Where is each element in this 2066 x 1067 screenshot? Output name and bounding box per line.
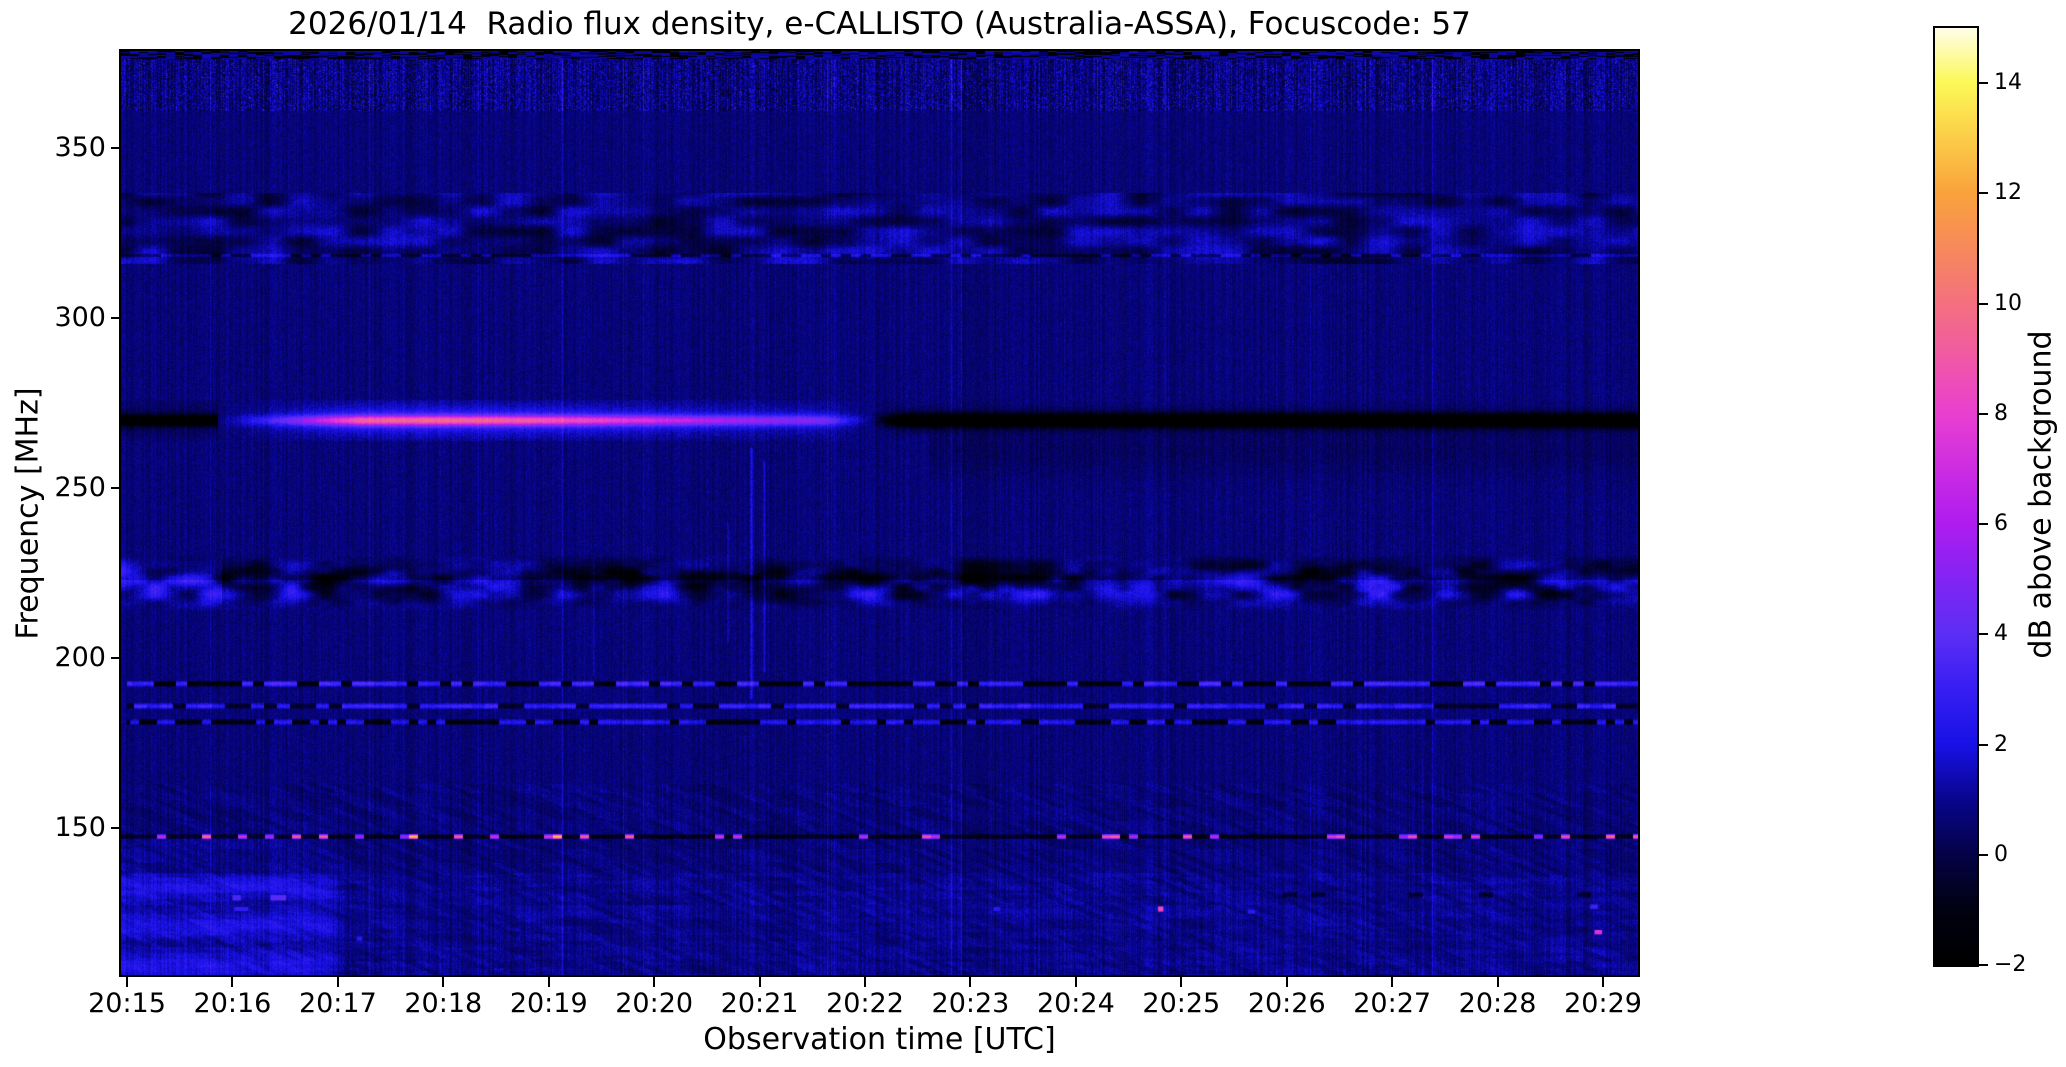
y-tick-mark <box>111 316 121 319</box>
colorbar-tick-mark <box>1979 633 1988 636</box>
y-axis-label-wrap: Frequency [MHz] <box>6 51 50 975</box>
plot-frame <box>119 49 1640 977</box>
y-axis-label: Frequency [MHz] <box>10 386 46 640</box>
colorbar-tick-label: 8 <box>1994 400 2008 426</box>
y-tick-mark <box>111 657 121 660</box>
colorbar-tick-mark <box>1979 964 1988 966</box>
x-tick-label: 20:18 <box>404 988 483 1019</box>
x-tick-label: 20:22 <box>826 988 904 1019</box>
x-tick-label: 20:24 <box>1036 988 1115 1019</box>
colorbar-tick-label: 4 <box>1994 621 2008 647</box>
colorbar-gradient <box>1935 28 1977 965</box>
colorbar-tick-mark <box>1979 192 1988 195</box>
x-tick-label: 20:15 <box>88 988 166 1019</box>
x-tick-mark <box>864 977 866 987</box>
x-tick-mark <box>126 977 128 987</box>
x-tick-mark <box>969 977 972 987</box>
x-tick-label: 20:19 <box>509 988 588 1019</box>
colorbar-frame <box>1933 26 1979 967</box>
colorbar-tick-label: −2 <box>1994 952 2027 977</box>
x-axis-label: Observation time [UTC] <box>703 1022 1056 1057</box>
colorbar-tick-label: 12 <box>1994 180 2022 206</box>
x-tick-label: 20:23 <box>931 988 1010 1019</box>
plot-title: 2026/01/14 Radio flux density, e-CALLIST… <box>288 6 1471 42</box>
x-tick-label: 20:21 <box>720 988 799 1019</box>
x-tick-label: 20:17 <box>298 988 377 1019</box>
x-tick-mark <box>336 977 339 987</box>
y-tick-label: 300 <box>54 301 106 333</box>
x-tick-mark <box>653 977 656 987</box>
x-tick-label: 20:16 <box>193 988 272 1019</box>
cb-label-wrap: dB above background <box>2018 26 2064 963</box>
x-tick-mark <box>547 977 550 987</box>
x-tick-mark <box>1074 977 1077 987</box>
x-tick-label: 20:20 <box>615 988 694 1019</box>
y-tick-label: 200 <box>54 642 106 674</box>
y-tick-mark <box>111 487 121 489</box>
x-tick-label: 20:28 <box>1458 988 1537 1019</box>
y-tick-mark <box>111 827 121 830</box>
colorbar-tick-label: 6 <box>1994 511 2008 537</box>
colorbar-tick-mark <box>1979 523 1988 526</box>
x-tick-label: 20:27 <box>1353 988 1432 1019</box>
x-tick-mark <box>758 977 761 987</box>
x-tick-mark <box>442 977 445 987</box>
colorbar-tick-label: 2 <box>1994 731 2008 757</box>
colorbar-tick-mark <box>1979 743 1988 746</box>
x-tick-label: 20:25 <box>1142 988 1221 1019</box>
y-tick-mark <box>111 146 121 149</box>
x-tick-mark <box>1285 977 1288 987</box>
colorbar-tick-mark <box>1979 302 1988 305</box>
y-tick-label: 150 <box>54 812 106 844</box>
x-tick-mark <box>1602 977 1605 987</box>
colorbar-tick-label: 14 <box>1994 70 2022 96</box>
x-tick-mark <box>1391 977 1394 987</box>
x-tick-label: 20:26 <box>1247 988 1326 1019</box>
colorbar-tick-mark <box>1979 82 1988 85</box>
y-tick-label: 250 <box>54 472 106 503</box>
x-tick-label: 20:29 <box>1564 988 1642 1019</box>
x-tick-mark <box>1180 977 1183 987</box>
colorbar-tick-mark <box>1979 853 1988 856</box>
colorbar-tick-mark <box>1979 412 1988 415</box>
y-tick-label: 350 <box>54 131 106 163</box>
colorbar-tick-label: 0 <box>1994 841 2008 867</box>
colorbar-label: dB above background <box>2023 330 2059 659</box>
x-tick-mark <box>231 977 234 987</box>
spectrogram-canvas <box>121 51 1638 975</box>
x-tick-mark <box>1496 977 1499 987</box>
colorbar-tick-label: 10 <box>1994 290 2022 316</box>
